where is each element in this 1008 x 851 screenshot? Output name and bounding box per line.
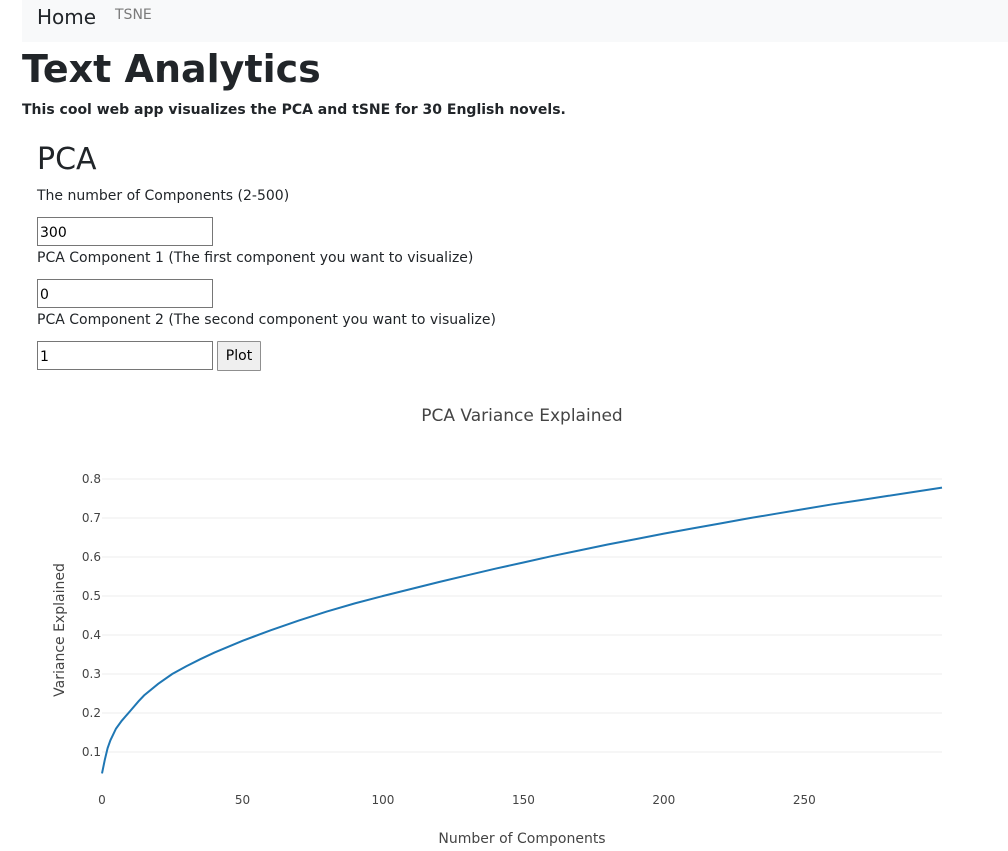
page-subtitle: This cool web app visualizes the PCA and… [22, 102, 566, 118]
components-input[interactable] [37, 217, 213, 246]
y-tick-label: 0.5 [82, 589, 101, 603]
y-tick-label: 0.3 [82, 667, 101, 681]
navbar: Home TSNE [22, 0, 1008, 42]
y-tick-labels: 0.1 0.2 0.3 0.4 0.5 0.6 0.7 0.8 [82, 472, 101, 759]
y-tick-label: 0.7 [82, 511, 101, 525]
x-tick-label: 250 [793, 793, 816, 807]
x-tick-label: 150 [512, 793, 535, 807]
component2-input[interactable] [37, 341, 213, 370]
y-tick-label: 0.4 [82, 628, 101, 642]
components-label: The number of Components (2-500) [37, 188, 290, 204]
nav-tsne-link[interactable]: TSNE [115, 7, 152, 23]
y-axis-label: Variance Explained [52, 563, 68, 697]
pca-heading: PCA [37, 142, 97, 177]
x-tick-label: 100 [371, 793, 394, 807]
x-tick-label: 200 [652, 793, 675, 807]
y-tick-label: 0.1 [82, 745, 101, 759]
component2-label: PCA Component 2 (The second component yo… [37, 312, 496, 328]
y-tick-label: 0.6 [82, 550, 101, 564]
variance-line [101, 486, 943, 774]
plot-button[interactable]: Plot [217, 341, 261, 371]
x-tick-label: 50 [235, 793, 250, 807]
nav-home-link[interactable]: Home [37, 5, 97, 29]
variance-chart: PCA Variance Explained 0.10.20.30.40.50.… [52, 406, 943, 847]
y-tick-label: 0.2 [82, 706, 101, 720]
x-axis-label: Number of Components [438, 831, 605, 847]
grid-lines [102, 478, 942, 753]
component1-input[interactable] [37, 279, 213, 308]
component1-label: PCA Component 1 (The first component you… [37, 250, 474, 266]
page-title: Text Analytics [22, 47, 321, 91]
x-tick-label: 0 [98, 793, 106, 807]
chart-title: PCA Variance Explained [421, 406, 622, 426]
x-tick-labels: 0 50 100 150 200 250 [98, 793, 816, 807]
y-tick-label: 0.8 [82, 472, 101, 486]
